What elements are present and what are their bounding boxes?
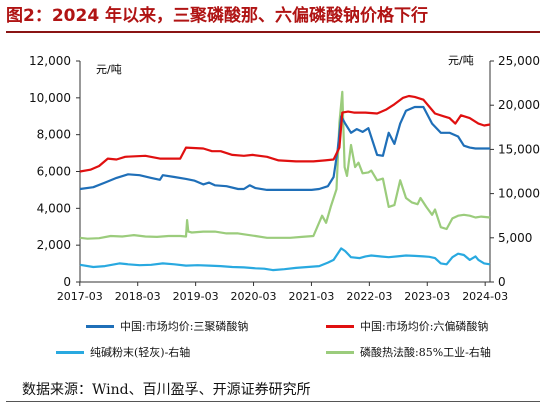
series-line-3 [79, 90, 491, 240]
bottom-rule [6, 401, 540, 402]
right-tick-label: 25,000 [498, 54, 540, 68]
legend-item-stpp: 中国:市场均价:三聚磷酸钠 [86, 317, 248, 335]
x-tick-label: 2020-03 [231, 290, 277, 303]
legend-item-soda-ash: 纯碱粉末(轻灰)-右轴 [56, 343, 190, 361]
left-tick-label: 4,000 [37, 201, 71, 215]
x-tick-label: 2023-03 [404, 290, 450, 303]
legend-swatch-shmp [326, 324, 354, 328]
data-source-note: 数据来源：Wind、百川盈孚、开源证券研究所 [22, 382, 311, 398]
left-tick-label: 10,000 [29, 91, 71, 105]
x-tick-label: 2019-03 [173, 290, 219, 303]
legend-label-stpp: 中国:市场均价:三聚磷酸钠 [120, 320, 249, 333]
left-tick-label: 8,000 [37, 128, 71, 142]
legend-swatch-stpp [86, 324, 114, 328]
right-tick-label: 5,000 [498, 231, 532, 245]
legend-swatch-soda-ash [56, 350, 84, 354]
right-axis-unit-label: 元/吨 [448, 54, 474, 67]
left-tick-label: 6,000 [37, 165, 71, 179]
right-tick-label: 0 [498, 275, 506, 289]
chart-series [79, 90, 491, 272]
series-line-0 [79, 105, 490, 191]
x-tick-label: 2022-03 [346, 290, 392, 303]
x-tick-label: 2024-03 [462, 290, 508, 303]
legend-item-shmp: 中国:市场均价:六偏磷酸钠 [326, 317, 488, 335]
x-tick-label: 2017-03 [57, 290, 103, 303]
x-tick-label: 2018-03 [115, 290, 161, 303]
chart-axes: 0 2,000 4,000 6,000 8,000 10,000 12,000 0 5,000 1… [29, 54, 540, 303]
legend-label-soda-ash: 纯碱粉末(轻灰)-右轴 [90, 346, 191, 359]
left-axis-unit-label: 元/吨 [96, 63, 122, 76]
chart-legend: 中国:市场均价:三聚磷酸钠 中国:市场均价:六偏磷酸钠 纯碱粉末(轻灰)-右轴 … [0, 312, 546, 372]
figure-title: 图2：2024 年以来，三聚磷酸那、六偏磷酸钠价格下行 [6, 6, 429, 26]
x-tick-label: 2021-03 [288, 290, 334, 303]
right-tick-label: 15,000 [498, 142, 540, 156]
legend-label-phosphoric-acid: 磷酸热法酸:85%工业-右轴 [360, 346, 491, 359]
right-tick-label: 20,000 [498, 98, 540, 112]
series-line-2 [79, 247, 491, 272]
title-rule [6, 31, 540, 33]
left-tick-label: 0 [63, 275, 71, 289]
left-tick-label: 12,000 [29, 54, 71, 68]
legend-swatch-phosphoric-acid [326, 350, 354, 354]
legend-item-phosphoric-acid: 磷酸热法酸:85%工业-右轴 [326, 343, 491, 361]
left-tick-label: 2,000 [37, 238, 71, 252]
line-chart: 0 2,000 4,000 6,000 8,000 10,000 12,000 0 5,000 1… [29, 54, 540, 303]
legend-label-shmp: 中国:市场均价:六偏磷酸钠 [360, 320, 489, 333]
right-tick-label: 10,000 [498, 187, 540, 201]
series-line-1 [79, 94, 491, 173]
